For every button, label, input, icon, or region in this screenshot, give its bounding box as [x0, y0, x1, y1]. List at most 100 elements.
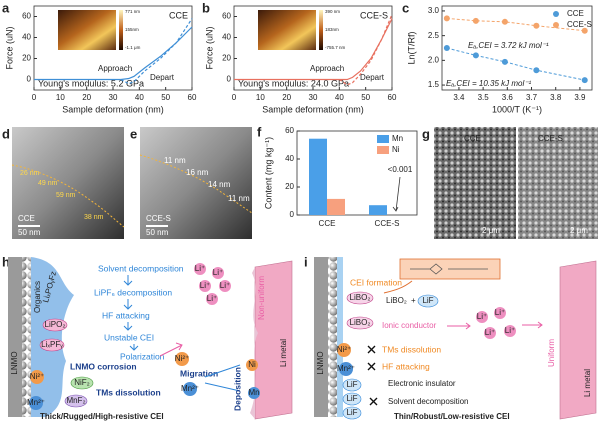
- ion-label: Li⁺: [495, 308, 505, 317]
- panel-e: e 11 nm 16 nm 14 nm 11 nm CCE-S 50 nm: [130, 126, 253, 239]
- flow-arrows: [123, 275, 241, 392]
- arrow: [383, 280, 413, 294]
- series-label: Approach: [98, 64, 132, 73]
- y-tick-label: 0: [290, 210, 295, 219]
- x-tick-label: 0: [232, 93, 237, 102]
- panel-f: f Content (mg kg⁻¹) 0 20 40 60 CCE CCE-S <0.00…: [257, 124, 418, 228]
- y-tick-label: 2.5: [428, 31, 440, 40]
- panel-label: d: [2, 126, 10, 141]
- sample-label: CCE: [169, 10, 188, 20]
- x-axis-label: Sample deformation (nm): [262, 104, 364, 114]
- x-tick-label: 3.7: [526, 93, 538, 102]
- thickness-label: 49 nm: [38, 180, 58, 187]
- sem-image: [518, 127, 598, 239]
- species-oval: [39, 338, 65, 352]
- legend-swatch: [377, 146, 389, 154]
- arrow: [123, 275, 139, 351]
- bar: [327, 198, 345, 215]
- ion: [484, 327, 496, 339]
- species-oval: [346, 291, 374, 305]
- x-tick-label: 60: [388, 93, 397, 102]
- series-line: [234, 18, 393, 81]
- process: TMs dissolution: [96, 387, 161, 397]
- panel-label: b: [202, 0, 210, 15]
- thickness-label: 26 nm: [20, 170, 40, 177]
- panel-g: g CCE CCE-S 2 μm 2 μm: [422, 126, 598, 239]
- x-tick-label: 40: [335, 93, 344, 102]
- panel-label: h: [2, 254, 10, 269]
- x-tick-label: 10: [256, 93, 265, 102]
- y-tick-label: 40: [285, 154, 294, 163]
- x-mark: [367, 362, 376, 371]
- legend-marker: [553, 11, 559, 17]
- tem-image: [12, 127, 124, 239]
- arrow: [204, 364, 241, 392]
- y-axis-label: Force (uN): [4, 26, 14, 69]
- reaction: +: [411, 296, 416, 305]
- x-tick-label: 3.5: [478, 93, 490, 102]
- afm-inset: [258, 10, 316, 50]
- annotation: Young's modulus: 24.0 GPa: [238, 78, 349, 88]
- molecule-bonds: [410, 263, 488, 275]
- process: Solvent decomposition: [98, 263, 184, 273]
- legend-label: Mn: [392, 134, 403, 143]
- li-metal: [559, 260, 597, 420]
- ion-label: Li⁺: [477, 312, 487, 321]
- legend-label: Ni: [392, 145, 400, 154]
- x-tick-label: 30: [109, 93, 118, 102]
- x-tick-label: 30: [309, 93, 318, 102]
- sample-label: CCE-S: [538, 134, 563, 143]
- ion-label: Li⁺: [220, 281, 230, 290]
- y-tick-label: 20: [285, 182, 294, 191]
- species: LiPO₂: [45, 320, 66, 329]
- anode-label: Li metal: [583, 369, 592, 397]
- afm-inset: [58, 10, 116, 50]
- deposit: [248, 387, 260, 399]
- ion-label: Li⁺: [485, 328, 495, 337]
- species-oval: [64, 394, 88, 408]
- deposition-label: Deposition: [232, 367, 242, 411]
- panel-label: a: [2, 0, 10, 15]
- cei-summary: Thin/Robust/Low-resistive CEI: [394, 412, 510, 421]
- x-tick-label: CCE-S: [375, 219, 400, 228]
- deposit: [246, 359, 258, 371]
- legend-label: CCE: [567, 9, 584, 18]
- arrow: [159, 342, 183, 357]
- series-line: [338, 14, 393, 86]
- x-tick-label: 50: [361, 93, 370, 102]
- x-mark: [369, 397, 378, 406]
- panel-label: e: [130, 126, 137, 141]
- suppressed-process: HF attacking: [382, 361, 430, 371]
- species: MnF₂: [66, 396, 85, 405]
- series-label: Depart: [150, 73, 175, 82]
- plot-frame: [441, 5, 593, 91]
- panel-label: f: [257, 124, 262, 139]
- y-axis-label: Ln(T/Rf): [406, 31, 416, 64]
- x-mark: [367, 345, 376, 354]
- y-tick-label: 60: [285, 126, 294, 135]
- ion: [337, 343, 351, 357]
- ion: [199, 280, 211, 292]
- process: HF attacking: [102, 310, 150, 320]
- thickness-label: 14 nm: [208, 180, 231, 189]
- annotation: Eₐ,CEI = 10.35 kJ mol⁻¹: [446, 79, 531, 88]
- species-oval: [342, 378, 362, 392]
- y-tick-label: 0: [227, 75, 232, 84]
- plot-frame: [296, 130, 418, 216]
- scale-label: 50 nm: [146, 228, 169, 237]
- x-tick-label: 3.9: [574, 93, 586, 102]
- panel-label: c: [402, 0, 409, 15]
- cathode-label: LNMO: [10, 351, 19, 374]
- y-tick-label: 20: [222, 54, 231, 63]
- suppressed-process: TMs dissolution: [382, 344, 441, 354]
- ion: [219, 280, 231, 292]
- bar: [309, 138, 327, 215]
- ion-label: Li⁺: [213, 268, 223, 277]
- property: Electronic insulator: [388, 379, 456, 388]
- y-axis-label: Content (mg kg⁻¹): [263, 137, 273, 209]
- species: LiF: [346, 408, 357, 417]
- ion-label: Mn²⁺: [181, 384, 199, 393]
- point: [581, 27, 588, 34]
- species-oval: [42, 318, 68, 332]
